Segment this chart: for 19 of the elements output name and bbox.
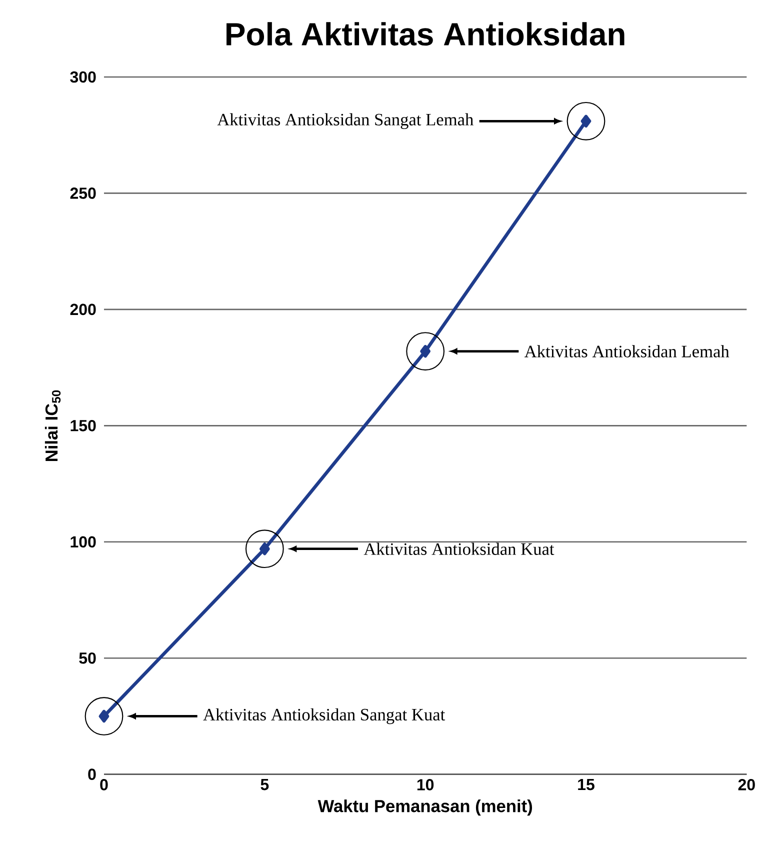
annotation: Aktivitas Antioksidan Sangat Kuat <box>203 708 446 724</box>
y-tick-label: 100 <box>70 536 96 548</box>
x-axis-title: Waktu Pemanasan (menit) <box>318 800 532 816</box>
y-tick-label: 150 <box>70 420 96 432</box>
annotation: Aktivitas Antioksidan Kuat <box>364 542 554 555</box>
y-tick-label: 250 <box>70 188 96 199</box>
x-tick-label: 5 <box>260 779 269 790</box>
x-tick-label: 10 <box>417 779 434 790</box>
y-tick-label: 200 <box>70 304 96 316</box>
y-axis-title: Nilai IC$_{50}$ <box>44 390 61 461</box>
y-tick-label: 50 <box>79 652 96 664</box>
x-tick-label: 0 <box>100 779 108 790</box>
x-tick-label: 20 <box>738 779 755 790</box>
y-tick-label: 300 <box>70 71 96 83</box>
y-tick-label: 0 <box>88 768 96 780</box>
annotation: Aktivitas Antioksidan Lemah <box>524 345 730 358</box>
chart-title: Pola Aktivitas Antioksidan <box>226 22 624 46</box>
annotation: Aktivitas Antioksidan Sangat Lemah <box>217 113 474 130</box>
x-tick-label: 15 <box>578 779 594 790</box>
